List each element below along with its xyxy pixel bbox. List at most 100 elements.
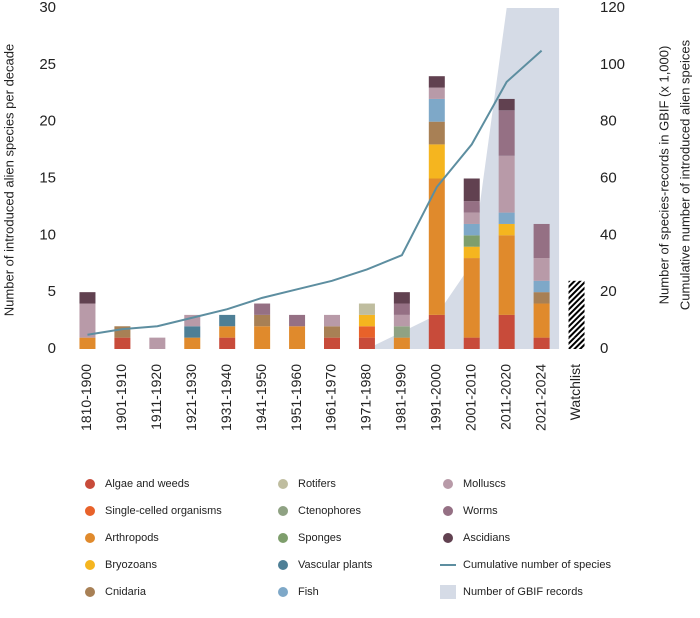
legend-marker — [278, 587, 288, 597]
bar-segment — [324, 326, 340, 338]
bar-segment — [498, 110, 515, 156]
legend-label: Fish — [298, 586, 319, 598]
bar-segment — [498, 212, 515, 224]
bar-segment — [184, 326, 201, 338]
legend-label: Molluscs — [463, 478, 506, 490]
legend-marker — [443, 506, 453, 516]
legend-label: Cnidaria — [105, 586, 147, 598]
y-tick-label: 20 — [39, 113, 56, 130]
bar-segment — [568, 280, 585, 338]
legend-marker — [440, 585, 456, 599]
y2-tick-label: 20 — [600, 283, 617, 300]
x-tick-label: 1971-1980 — [358, 364, 374, 431]
legend-label: Single-celled organisms — [105, 505, 222, 517]
bar-segment — [393, 314, 410, 327]
bar-segment — [358, 303, 375, 315]
y-tick-label: 25 — [39, 56, 56, 73]
bar-segment — [463, 212, 480, 224]
bar-segment — [358, 314, 375, 327]
bar-segment — [393, 337, 410, 349]
cumulative-line — [87, 49, 543, 336]
bar-segment — [254, 314, 271, 327]
y2-axis-title: Cumulative number of introduced alien sp… — [677, 39, 692, 310]
bar-segment — [393, 303, 410, 315]
x-tick-label: 1941-1950 — [253, 364, 269, 431]
x-tick-label: 1810-1900 — [78, 364, 94, 431]
bar-segment — [428, 314, 445, 349]
bar-segment — [289, 326, 306, 349]
bar-segment — [428, 87, 445, 99]
bar-segment — [393, 292, 410, 304]
bar-segment — [289, 314, 306, 327]
legend-marker — [278, 506, 288, 516]
legend-label: Ascidians — [463, 532, 511, 544]
y2-tick-label: 60 — [600, 169, 617, 186]
x-tick-label: 1921-1930 — [183, 364, 199, 431]
y2-tick-label: 120 — [600, 0, 625, 16]
bar-segment — [254, 326, 271, 349]
y-tick-label: 10 — [39, 226, 56, 243]
bar-segment — [358, 337, 375, 349]
legend-label: Algae and weeds — [105, 478, 190, 490]
bar-segment — [463, 246, 480, 259]
bar-segment — [324, 314, 340, 327]
y2-tick-label: 100 — [600, 56, 625, 73]
bar-segment — [219, 337, 236, 349]
bar-segment — [463, 337, 480, 349]
bar-segment — [568, 337, 585, 349]
bar-segment — [428, 98, 445, 122]
x-tick-label: 2001-2010 — [462, 364, 478, 431]
legend-label: Vascular plants — [298, 559, 373, 571]
legend-marker — [85, 560, 95, 570]
x-tick-label: 1931-1940 — [218, 364, 234, 431]
legend-marker — [85, 533, 95, 543]
x-tick-label: 1911-1920 — [148, 364, 164, 430]
bar-segment — [463, 178, 480, 202]
y-tick-label: 30 — [39, 0, 56, 16]
x-tick-label: 1961-1970 — [323, 364, 339, 431]
bar-segment — [498, 223, 515, 236]
y2-axis-title: Number of species-records in GBIF (x 1,0… — [656, 46, 671, 305]
bar-segment — [114, 326, 131, 338]
y2-tick-label: 0 — [600, 340, 608, 357]
bar-segment — [149, 337, 166, 349]
bar-segment — [219, 314, 236, 327]
x-tick-label: Watchlist — [567, 364, 583, 420]
y-tick-label: 0 — [48, 340, 56, 357]
bar-segment — [428, 121, 445, 145]
bar-segment — [219, 326, 236, 338]
x-tick-label: 1981-1990 — [393, 364, 409, 431]
legend-marker — [278, 560, 288, 570]
bar-segment — [428, 144, 445, 179]
legend-label: Bryozoans — [105, 559, 157, 571]
legend-marker — [85, 479, 95, 489]
bar-segment — [498, 98, 515, 111]
legend-label: Cumulative number of species — [463, 559, 611, 571]
bar-segment — [324, 337, 340, 349]
legend-label: Sponges — [298, 532, 342, 544]
x-tick-label: 1951-1960 — [288, 364, 304, 431]
bar-segment — [533, 258, 550, 281]
bar-segment — [463, 223, 480, 236]
bar-segment — [428, 178, 445, 315]
legend-marker — [278, 533, 288, 543]
bar-segment — [533, 280, 550, 293]
y-axis-title: Number of introduced alien species per d… — [1, 44, 16, 316]
legend-label: Rotifers — [298, 478, 336, 490]
legend-marker — [85, 587, 95, 597]
legend-marker — [278, 479, 288, 489]
legend-marker — [85, 506, 95, 516]
y2-tick-label: 80 — [600, 113, 617, 130]
legend-label: Ctenophores — [298, 505, 361, 517]
bar-segment — [533, 303, 550, 338]
bar-segment — [463, 201, 480, 213]
bar-segment — [533, 337, 550, 349]
bar-segment — [498, 314, 515, 349]
legend-label: Worms — [463, 505, 498, 517]
x-tick-label: 2021-2024 — [532, 364, 548, 431]
bar-segment — [463, 258, 480, 338]
legend-marker — [443, 479, 453, 489]
y-tick-label: 15 — [39, 169, 56, 186]
bar-segment — [393, 326, 410, 338]
bar-segment — [533, 223, 550, 259]
